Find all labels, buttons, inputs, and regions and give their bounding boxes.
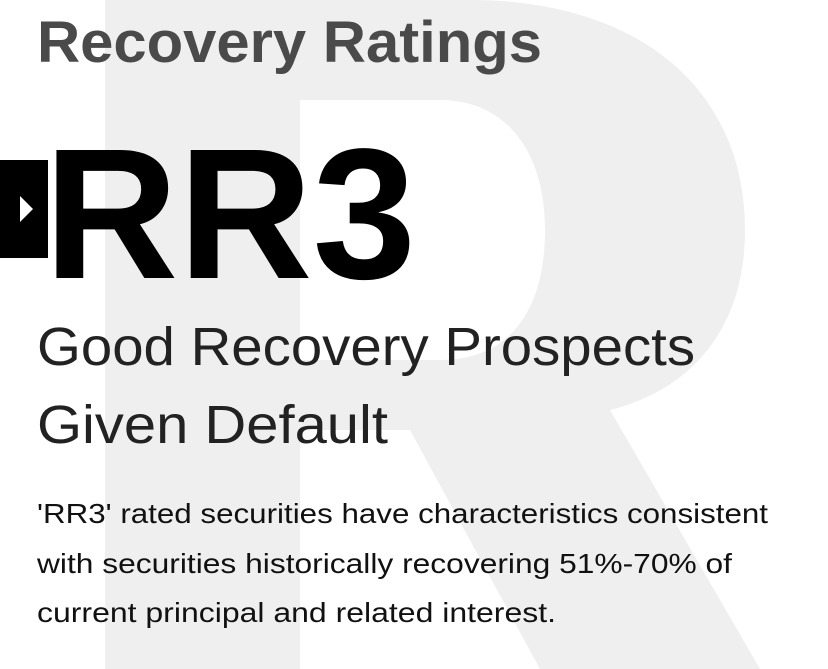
description-line: 'RR3' rated securities have characterist… (37, 498, 768, 529)
watermark (105, 0, 760, 669)
page-title: Recovery Ratings (37, 10, 542, 75)
rating-code: RR3 (44, 111, 416, 318)
marker-arrow (20, 196, 33, 222)
rating-subtitle: Given Default (37, 395, 388, 455)
description-line: with securities historically recovering … (36, 548, 732, 579)
rating-subtitle: Good Recovery Prospects (37, 317, 695, 377)
description-line: current principal and related interest. (37, 597, 556, 628)
